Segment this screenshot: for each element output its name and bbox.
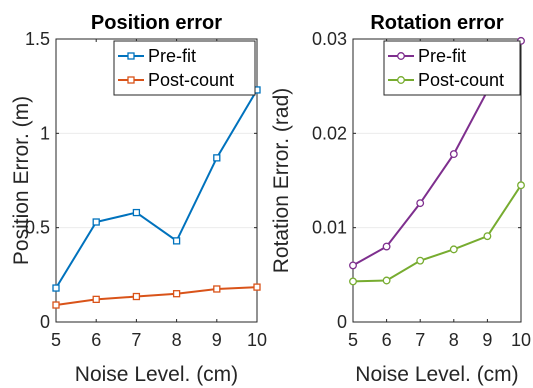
legend-marker (398, 53, 405, 60)
y-tick-label: 0 (337, 312, 347, 332)
y-axis-label: Rotation Error. (rad) (270, 88, 293, 274)
x-tick-label: 5 (348, 330, 358, 350)
x-tick-label: 9 (212, 330, 222, 350)
data-point (383, 243, 390, 250)
y-axis-label: Position Error. (m) (10, 96, 33, 265)
data-point (254, 284, 260, 290)
chart-2: 0 0.01 0.02 0.03 5 6 7 8 9 10 Rotation error Noise … (270, 12, 531, 386)
x-axis-label: Noise Level. (cm) (75, 363, 238, 386)
y-tick-label: 0.01 (312, 218, 347, 238)
data-point (93, 296, 99, 302)
chart-title: Position error (91, 12, 222, 34)
x-tick-label: 6 (382, 330, 392, 350)
y-tick-label: 0.02 (312, 123, 347, 143)
data-point (518, 182, 525, 189)
data-point (53, 285, 59, 291)
legend-marker (128, 53, 134, 59)
data-point (451, 151, 458, 158)
legend-label: Post-count (418, 70, 504, 90)
data-point (133, 294, 139, 300)
data-point (214, 286, 220, 292)
x-tick-label: 8 (172, 330, 182, 350)
x-tick-label: 6 (91, 330, 101, 350)
data-point (174, 291, 180, 297)
x-tick-label: 7 (415, 330, 425, 350)
y-tick-label: 0 (40, 312, 50, 332)
data-point (350, 278, 357, 285)
x-tick-label: 9 (482, 330, 492, 350)
data-point (451, 246, 458, 253)
y-tick-label: 1 (40, 123, 50, 143)
x-tick-label: 7 (131, 330, 141, 350)
data-point (93, 219, 99, 225)
y-tick-label: 0.03 (312, 29, 347, 49)
legend-marker (398, 77, 405, 84)
chart-title: Rotation error (370, 12, 504, 34)
data-point (417, 257, 424, 264)
data-point (214, 155, 220, 161)
data-point (484, 233, 491, 240)
legend-label: Pre-fit (148, 46, 196, 66)
y-tick-label: 1.5 (25, 29, 50, 49)
data-point (133, 210, 139, 216)
data-point (174, 238, 180, 244)
x-tick-label: 5 (51, 330, 61, 350)
data-point (417, 200, 424, 207)
data-point (53, 302, 59, 308)
legend-label: Pre-fit (418, 46, 466, 66)
x-axis-label: Noise Level. (cm) (355, 363, 518, 386)
legend: Pre-fit Post-count (114, 41, 255, 95)
legend-label: Post-count (148, 70, 234, 90)
data-point (350, 262, 357, 269)
data-point (383, 277, 390, 284)
x-tick-label: 10 (511, 330, 531, 350)
x-tick-label: 10 (247, 330, 267, 350)
legend: Pre-fit Post-count (384, 41, 520, 95)
x-tick-label: 8 (449, 330, 459, 350)
legend-marker (128, 77, 134, 83)
